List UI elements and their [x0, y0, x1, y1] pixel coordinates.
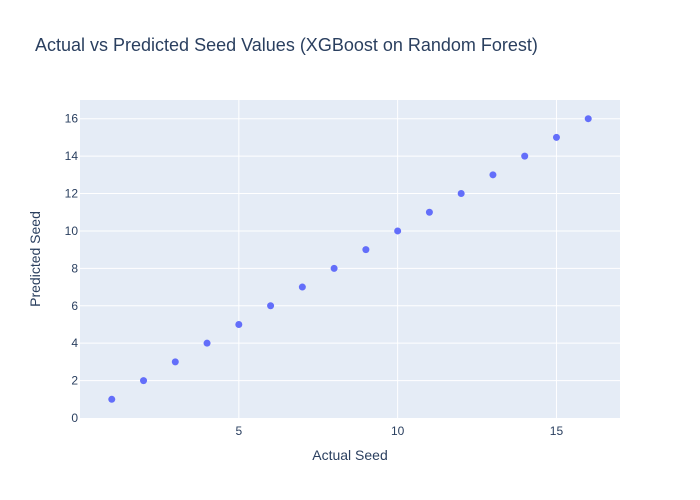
data-point	[489, 171, 497, 179]
y-tick-label: 16	[65, 112, 79, 126]
y-tick-label: 10	[65, 224, 79, 238]
data-point	[140, 377, 148, 385]
data-point	[203, 339, 211, 347]
y-tick-label: 4	[71, 336, 78, 350]
x-tick-label: 5	[235, 424, 242, 438]
data-point	[267, 302, 275, 310]
chart-title: Actual vs Predicted Seed Values (XGBoost…	[35, 35, 538, 55]
y-axis-ticks: 0 2 4 6 8 10 12 14 16	[65, 112, 79, 425]
grid-lines	[80, 100, 620, 418]
y-tick-label: 6	[71, 299, 78, 313]
data-point	[108, 395, 116, 403]
plot-area	[80, 100, 620, 418]
data-point	[425, 208, 433, 216]
x-tick-label: 15	[550, 424, 564, 438]
y-axis-title: Predicted Seed	[27, 211, 43, 307]
y-tick-label: 12	[65, 187, 79, 201]
data-point	[521, 152, 529, 160]
data-point	[394, 227, 402, 235]
y-tick-label: 0	[71, 411, 78, 425]
x-tick-label: 10	[391, 424, 405, 438]
data-points	[108, 115, 592, 403]
y-tick-label: 14	[65, 149, 79, 163]
data-point	[171, 358, 179, 366]
data-point	[235, 320, 243, 328]
x-axis-title: Actual Seed	[312, 447, 388, 463]
data-point	[330, 264, 338, 272]
data-point	[584, 115, 592, 123]
data-point	[362, 246, 370, 254]
data-point	[298, 283, 306, 291]
x-axis-ticks: 5 10 15	[235, 424, 563, 438]
y-tick-label: 2	[71, 374, 78, 388]
data-point	[457, 190, 465, 198]
y-tick-label: 8	[71, 261, 78, 275]
data-point	[552, 133, 560, 141]
